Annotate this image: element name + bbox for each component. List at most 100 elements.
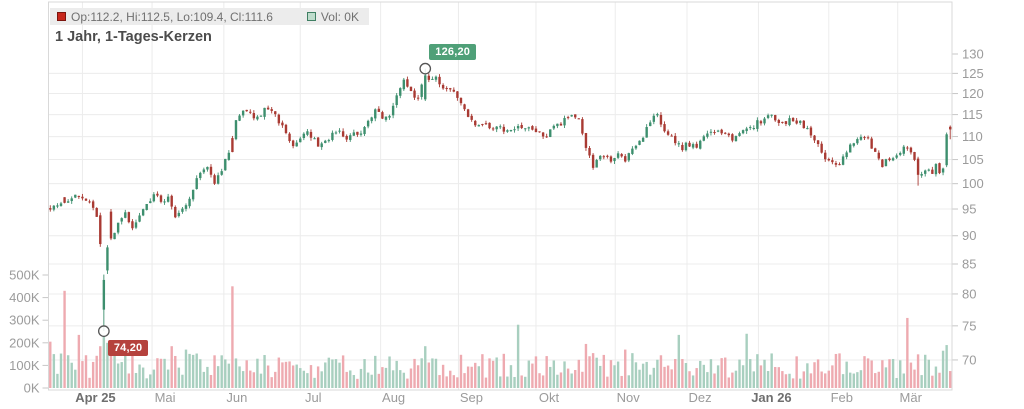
candle[interactable] [474,120,477,126]
candle[interactable] [402,79,406,90]
candle[interactable] [927,169,930,171]
volume-bar[interactable] [191,354,195,388]
volume-bar[interactable] [188,353,191,388]
candle[interactable] [199,172,202,179]
volume-bar[interactable] [791,378,795,388]
volume-bar[interactable] [809,373,813,388]
candle[interactable] [920,173,923,176]
candle[interactable] [449,88,452,90]
volume-bar[interactable] [174,355,177,388]
candle[interactable] [191,189,195,200]
volume-bar[interactable] [134,372,138,388]
candle[interactable] [170,195,173,207]
candle[interactable] [477,125,481,127]
candle[interactable] [688,142,691,147]
candle[interactable] [306,131,309,135]
volume-bar[interactable] [413,358,416,388]
candle[interactable] [663,124,666,132]
candle[interactable] [416,97,420,99]
volume-bar[interactable] [591,353,595,388]
candle[interactable] [102,279,106,310]
candle[interactable] [802,120,805,129]
candle[interactable] [556,123,559,127]
volume-bar[interactable] [588,356,591,388]
candle[interactable] [484,123,488,125]
candle[interactable] [441,84,445,89]
candle[interactable] [284,124,288,134]
month-label[interactable]: Feb [831,390,853,405]
candle[interactable] [313,138,316,140]
volume-bar[interactable] [666,365,670,388]
volume-bar[interactable] [884,367,888,388]
candle[interactable] [763,118,766,124]
candle[interactable] [384,116,388,120]
volume-bar[interactable] [49,341,52,388]
candle[interactable] [924,170,927,174]
volume-bar[interactable] [384,367,388,388]
volume-bar[interactable] [145,378,148,388]
volume-bar[interactable] [916,354,920,388]
candle[interactable] [606,155,609,157]
candle[interactable] [120,218,123,222]
candle[interactable] [266,107,270,110]
volume-bar[interactable] [77,334,81,388]
candle[interactable] [116,222,120,233]
volume-bar[interactable] [702,364,706,388]
volume-bar[interactable] [463,373,466,388]
candle[interactable] [541,132,545,137]
candle[interactable] [527,127,531,129]
volume-bar[interactable] [234,358,238,388]
candle[interactable] [813,135,816,141]
candle[interactable] [331,132,334,140]
candle[interactable] [941,168,945,173]
volume-bar[interactable] [795,356,798,388]
volume-bar[interactable] [627,375,631,388]
volume-bar[interactable] [824,373,827,388]
candle[interactable] [570,115,573,117]
volume-bar[interactable] [184,349,188,388]
candle[interactable] [177,212,181,217]
month-label[interactable]: Nov [617,390,641,405]
candle[interactable] [399,88,402,96]
candle[interactable] [824,152,827,160]
candle[interactable] [945,134,948,166]
volume-bar[interactable] [284,361,288,388]
candle[interactable] [427,75,431,80]
candle[interactable] [274,111,277,115]
candle[interactable] [174,206,177,218]
volume-series[interactable] [49,286,952,388]
volume-bar[interactable] [502,353,506,388]
candle[interactable] [524,128,527,130]
volume-bar[interactable] [263,355,266,388]
candle[interactable] [206,166,209,170]
candle[interactable] [695,143,698,148]
candle[interactable] [209,166,213,175]
month-label[interactable]: Sep [460,390,483,405]
volume-bar[interactable] [306,373,309,388]
volume-bar[interactable] [663,366,666,388]
volume-bar[interactable] [899,360,902,388]
volume-bar[interactable] [359,368,363,388]
volume-bar[interactable] [641,363,645,388]
candle[interactable] [113,232,116,240]
volume-bar[interactable] [431,358,434,388]
volume-bar[interactable] [256,358,259,388]
candle[interactable] [895,155,898,158]
volume-bar[interactable] [541,375,545,388]
volume-bar[interactable] [270,377,273,388]
volume-bar[interactable] [863,356,866,388]
candle[interactable] [391,105,395,116]
candle[interactable] [641,137,645,142]
candle[interactable] [845,152,848,158]
volume-bar[interactable] [784,374,788,388]
volume-bar[interactable] [681,359,684,388]
candle[interactable] [99,215,102,245]
volume-bar[interactable] [52,354,56,388]
volume-bar[interactable] [259,373,263,388]
volume-bar[interactable] [770,353,773,388]
candle[interactable] [52,205,56,210]
volume-bar[interactable] [291,365,295,388]
candle[interactable] [884,159,888,167]
volume-bar[interactable] [484,377,488,388]
volume-bar[interactable] [141,367,145,388]
